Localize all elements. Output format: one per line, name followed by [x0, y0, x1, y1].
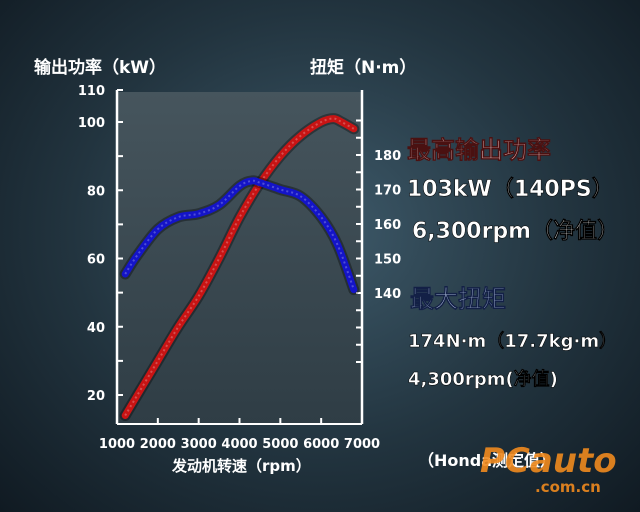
- max-power-rpm: 6,300rpm（净值）: [412, 218, 619, 244]
- y-right-tick-label: 170: [374, 184, 401, 199]
- series-lines: [119, 113, 360, 421]
- y-left-axis-title: 输出功率（kW）: [34, 57, 166, 78]
- power-curve-highlight: [124, 117, 355, 417]
- x-tick-label: 5000: [262, 437, 298, 452]
- y-right-axis-title: 扭矩（N·m）: [310, 57, 416, 78]
- pcauto-domain-watermark: .com.cn: [535, 478, 601, 496]
- max-torque-rpm: 4,300rpm(净值): [408, 368, 558, 390]
- y-left-tick-label: 110: [78, 84, 105, 99]
- max-power-heading: 最高输出功率: [407, 136, 551, 164]
- y-left-tick-label: 20: [87, 389, 105, 404]
- x-axis-title: 发动机转速（rpm）: [171, 457, 311, 475]
- x-tick-label: 1000: [99, 437, 135, 452]
- max-torque-value: 174N·m（17.7kg·m）: [408, 331, 617, 352]
- y-right-tick-label: 140: [374, 287, 401, 302]
- plot-area: [117, 92, 362, 424]
- power-curve: [121, 115, 358, 419]
- x-tick-label: 7000: [344, 437, 380, 452]
- y-right-tick-label: 180: [374, 149, 401, 164]
- x-tick-label: 4000: [221, 437, 257, 452]
- y-left-tick-label: 80: [87, 184, 105, 199]
- y-left-tick-label: 100: [78, 116, 105, 131]
- max-power-value: 103kW（140PS）: [407, 177, 614, 202]
- y-right-tick-label: 150: [374, 253, 401, 268]
- x-tick-label: 6000: [303, 437, 339, 452]
- x-tick-label: 3000: [181, 437, 217, 452]
- y-left-tick-label: 60: [87, 253, 105, 268]
- max-torque-heading: 最大扭矩: [410, 285, 506, 313]
- ticks: 20 40 60 80 100 110 140 150 160 170 180 1000 2000 300…: [78, 84, 401, 452]
- y-left-tick-label: 40: [87, 321, 105, 336]
- y-right-tick-label: 160: [374, 218, 401, 233]
- x-tick-label: 2000: [140, 437, 176, 452]
- pcauto-logo-watermark: PCauto: [480, 441, 617, 481]
- source-note: （Honda测定值）: [418, 451, 556, 470]
- torque-curve: [121, 177, 358, 294]
